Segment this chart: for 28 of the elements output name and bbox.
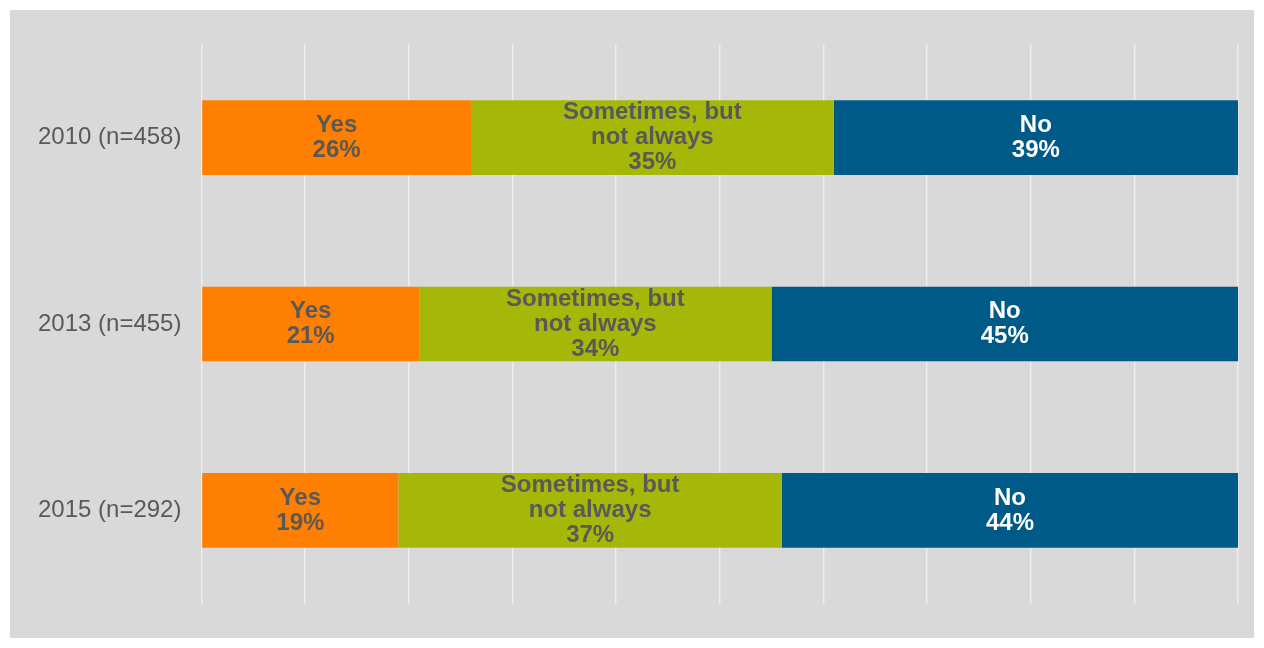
text: No xyxy=(1019,109,1052,137)
data-label: 34% xyxy=(571,333,620,361)
data-label: 26% xyxy=(312,134,361,162)
data-label: 21% xyxy=(286,321,335,349)
y-tick-label: 2010 (n=458) xyxy=(38,122,182,150)
series-label: No xyxy=(993,482,1026,510)
data-label: 37% xyxy=(566,520,615,548)
data-label: 39% xyxy=(1011,134,1060,162)
data-label: 44% xyxy=(985,507,1034,535)
text: Yes xyxy=(315,109,358,137)
series-label: Yes xyxy=(279,482,321,510)
data-label: 19% xyxy=(276,507,325,535)
bar xyxy=(771,286,1238,362)
data-label: 45% xyxy=(980,321,1029,349)
y-tick-label: 2013 (n=455) xyxy=(38,308,182,336)
bar xyxy=(202,100,471,175)
bar xyxy=(202,286,420,362)
y-tick-label: 2015 (n=292) xyxy=(38,495,182,523)
data-label: 35% xyxy=(628,147,677,175)
bar xyxy=(781,473,1238,548)
series-label: Sometimes, but not always xyxy=(505,283,685,336)
text: Sometimes, but not always xyxy=(500,470,680,523)
text: Yes xyxy=(289,296,332,324)
text: Sometimes, but not always xyxy=(563,97,742,150)
bar xyxy=(398,473,782,548)
bar xyxy=(202,473,399,548)
text: No xyxy=(988,296,1021,324)
bar xyxy=(833,100,1238,175)
